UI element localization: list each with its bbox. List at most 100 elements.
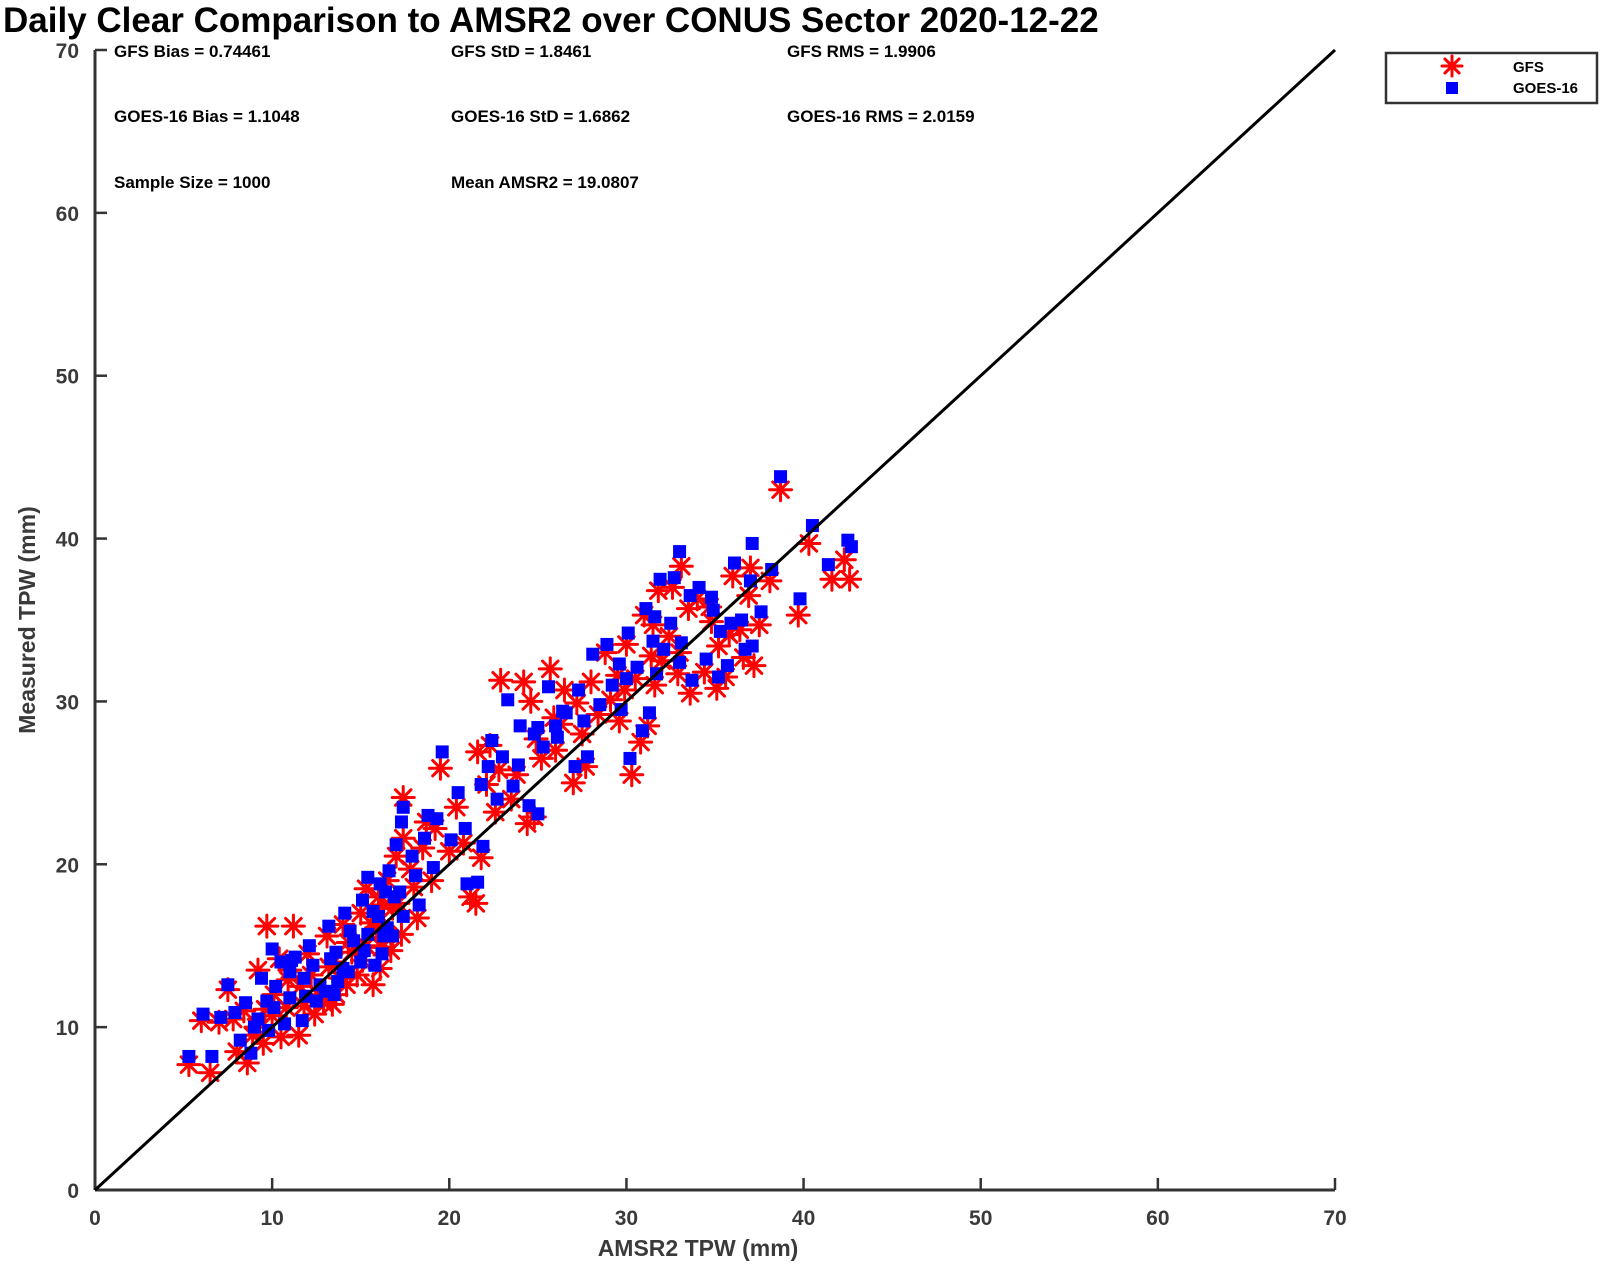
- goes16-point: [309, 994, 323, 1008]
- goes16-point: [435, 745, 449, 759]
- goes16-point: [283, 965, 297, 979]
- goes16-point: [476, 839, 490, 853]
- goes16-point: [361, 870, 375, 884]
- gfs-point: [427, 755, 453, 781]
- goes16-point: [635, 724, 649, 738]
- goes16-point: [727, 556, 741, 570]
- legend: GFS GOES-16: [1384, 51, 1599, 105]
- goes16-point: [657, 642, 671, 656]
- gfs-point: [560, 770, 586, 796]
- goes16-point: [506, 779, 520, 793]
- goes16-point: [347, 934, 361, 948]
- goes16-point: [621, 626, 635, 640]
- goes16-point: [255, 971, 269, 985]
- goes16-point: [228, 1005, 242, 1019]
- legend-label-gfs: GFS: [1513, 59, 1544, 76]
- goes16-point: [821, 558, 835, 572]
- legend-label-goes: GOES-16: [1513, 80, 1578, 97]
- y-tick-label: 0: [67, 1180, 79, 1203]
- goes16-point: [322, 919, 336, 933]
- stat-gfs-rms: GFS RMS = 1.9906: [787, 42, 936, 61]
- goes16-point: [685, 673, 699, 687]
- goes16-point: [283, 991, 297, 1005]
- gfs-point: [404, 905, 430, 931]
- x-tick-label: 50: [969, 1207, 992, 1230]
- goes16-point: [451, 786, 465, 800]
- goes16-point: [368, 958, 382, 972]
- goes16-point: [664, 616, 678, 630]
- goes16-point: [306, 958, 320, 972]
- gfs-point: [737, 555, 763, 581]
- goes16-point: [549, 719, 563, 733]
- goes16-point: [844, 540, 858, 554]
- goes16-point: [196, 1007, 210, 1021]
- goes16-point: [793, 592, 807, 606]
- goes16-point: [382, 864, 396, 878]
- goes16-point: [285, 953, 299, 967]
- goes16-point: [182, 1049, 196, 1063]
- x-axis-label: AMSR2 TPW (mm): [598, 1235, 799, 1261]
- goes16-point: [580, 750, 594, 764]
- goes16-point: [269, 979, 283, 993]
- goes16-point: [745, 536, 759, 550]
- goes16-point: [377, 929, 391, 943]
- goes16-point: [490, 792, 504, 806]
- goes16-point: [393, 885, 407, 899]
- goes16-point: [412, 898, 426, 912]
- goes16-point: [274, 955, 288, 969]
- goes16-point: [239, 996, 253, 1010]
- tick-marks: 0 10 20 30 40 50 60 70 0 10 20 30 40 50 60 70: [56, 40, 1347, 1230]
- x-tick-label: 10: [260, 1207, 283, 1230]
- goes16-point: [421, 808, 435, 822]
- goes16-point: [572, 683, 586, 697]
- goes16-point: [531, 720, 545, 734]
- goes16-point: [692, 580, 706, 594]
- gfs-point: [537, 656, 563, 682]
- goes16-point: [623, 751, 637, 765]
- gfs-point: [286, 1022, 312, 1048]
- legend-gfs-asterisk-glyph: [1440, 54, 1464, 78]
- goes16-point: [513, 719, 527, 733]
- stat-goes-rms: GOES-16 RMS = 2.0159: [787, 107, 975, 126]
- goes16-point: [511, 758, 525, 772]
- gfs-point: [511, 669, 537, 695]
- gfs-point: [741, 653, 767, 679]
- goes16-point: [541, 680, 555, 694]
- y-tick-label: 70: [56, 40, 79, 63]
- goes16-point: [295, 1014, 309, 1028]
- goes16-point: [247, 1020, 261, 1034]
- goes16-point: [724, 616, 738, 630]
- gfs-point: [796, 530, 822, 556]
- goes16-point: [366, 905, 380, 919]
- goes16-point: [417, 831, 431, 845]
- gfs-point: [831, 547, 857, 573]
- gfs-point: [578, 669, 604, 695]
- goes16-point: [556, 704, 570, 718]
- goes16-point: [531, 807, 545, 821]
- gfs-point: [280, 913, 306, 939]
- y-tick-label: 60: [56, 203, 79, 226]
- legend-gfs-asterisk-icon: [1440, 54, 1464, 78]
- gfs-point: [254, 913, 280, 939]
- gfs-point: [785, 602, 811, 628]
- goes16-point: [354, 955, 368, 969]
- goes16-point: [327, 988, 341, 1002]
- plot-points: [176, 470, 863, 1086]
- stat-gfs-bias: GFS Bias = 0.74461: [114, 42, 270, 61]
- stat-goes-bias: GOES-16 Bias = 1.1048: [114, 107, 300, 126]
- goes16-point: [355, 893, 369, 907]
- goes16-point: [460, 877, 474, 891]
- stat-gfs-std: GFS StD = 1.8461: [451, 42, 591, 61]
- gfs-point: [543, 737, 569, 763]
- legend-goes-square-icon: [1446, 82, 1458, 94]
- y-tick-label: 30: [56, 691, 79, 714]
- goes16-point: [593, 698, 607, 712]
- goes16-point: [205, 1049, 219, 1063]
- y-axis-label: Measured TPW (mm): [14, 506, 40, 733]
- x-tick-label: 70: [1323, 1207, 1346, 1230]
- gfs-point: [706, 633, 732, 659]
- x-tick-label: 0: [89, 1207, 101, 1230]
- goes16-point: [426, 861, 440, 875]
- one-to-one-line: [93, 48, 1337, 1192]
